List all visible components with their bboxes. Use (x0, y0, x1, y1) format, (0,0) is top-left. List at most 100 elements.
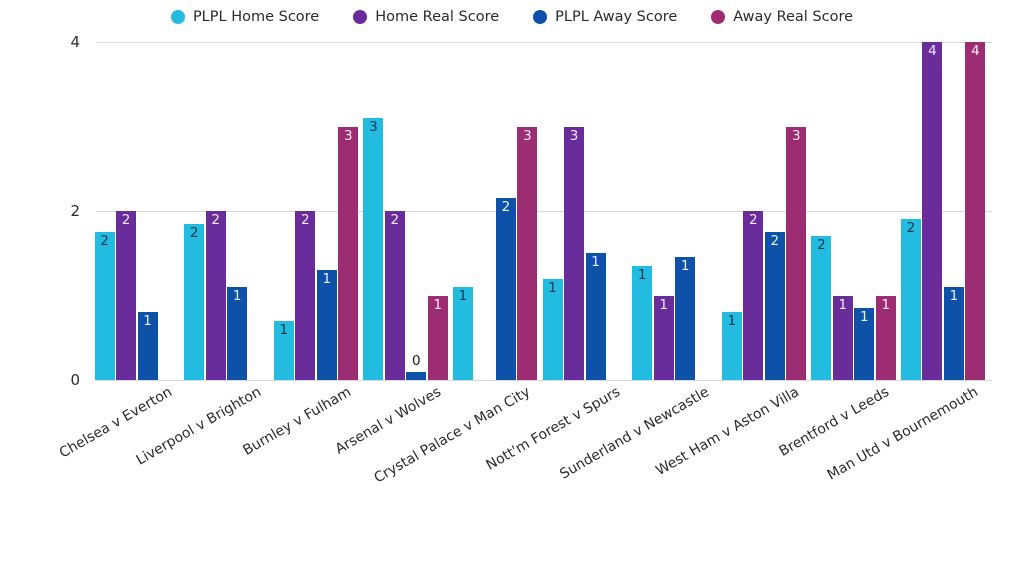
bar-value-label: 2 (906, 220, 916, 237)
bar[interactable]: 2 (94, 232, 115, 380)
bar-value-label: 1 (322, 271, 332, 288)
bar[interactable]: 1 (721, 312, 742, 380)
bar[interactable]: 2 (743, 211, 764, 380)
bar[interactable]: 1 (675, 257, 696, 380)
y-axis: 0 2 4 (0, 33, 96, 389)
y-tick-label: 0 (70, 371, 80, 389)
x-tick-label: Sunderland v Newcastle (557, 384, 713, 483)
bar[interactable]: 2 (811, 236, 832, 380)
circle-marker-icon (533, 10, 548, 24)
bar[interactable]: 1 (653, 295, 674, 380)
bar[interactable]: 4 (922, 42, 943, 380)
bar-value-label: 2 (300, 212, 310, 228)
bar-value-label: 1 (860, 309, 869, 326)
bar-value-label: 1 (458, 288, 468, 305)
bar-value-label: 1 (591, 254, 600, 271)
x-tick-label: Crystal Palace v Man City (371, 384, 534, 487)
legend-label: PLPL Away Score (555, 9, 678, 25)
bar[interactable]: 1 (316, 270, 337, 380)
bar[interactable]: 1 (875, 295, 896, 380)
gridline (96, 211, 992, 212)
bar-value-label: 2 (211, 212, 220, 228)
x-axis-labels: Chelsea v Everton Liverpool v Brighton Bur… (57, 384, 992, 574)
bar[interactable]: 2 (764, 232, 785, 380)
bar[interactable]: 4 (965, 42, 986, 380)
bar-value-label: 3 (523, 127, 532, 144)
bar[interactable]: 3 (786, 126, 807, 380)
bar-value-label: 4 (928, 43, 937, 59)
legend-item-3[interactable]: Away Real Score (711, 9, 853, 25)
y-tick-label: 4 (70, 33, 80, 51)
bar[interactable]: 3 (564, 126, 585, 380)
bar-value-label: 2 (817, 237, 826, 254)
bar[interactable]: 1 (227, 287, 248, 380)
bar-value-label: 1 (433, 296, 443, 313)
bar-group: 1 2 3 (452, 42, 544, 380)
gridline (96, 42, 992, 43)
bar[interactable]: 1 (632, 265, 653, 380)
bar[interactable]: 2 (184, 223, 205, 380)
x-tick-label: Man Utd v Bournemouth (824, 384, 982, 484)
legend-label: Home Real Score (375, 9, 500, 25)
bar[interactable]: 3 (363, 118, 384, 380)
bar-value-label: 4 (971, 43, 980, 59)
circle-marker-icon (170, 10, 185, 24)
bar[interactable]: 3 (338, 126, 359, 380)
bar-value-label: 3 (369, 119, 378, 136)
y-tick-label: 2 (70, 202, 80, 220)
bar[interactable]: 3 (517, 126, 538, 380)
bar-group: 1 3 1 (542, 42, 634, 380)
bar-value-label: 3 (343, 127, 353, 144)
bar[interactable]: 2 (384, 211, 405, 380)
bar[interactable]: 1 (943, 287, 964, 380)
bar-value-label: 1 (659, 296, 668, 313)
bar[interactable]: 1 (854, 308, 875, 380)
bar[interactable]: 0 (406, 354, 427, 380)
bar-value-label: 2 (501, 199, 511, 216)
bar[interactable]: 2 (495, 198, 516, 380)
bar-group: 2 4 1 4 (900, 42, 992, 380)
bar-value-label: 1 (680, 258, 690, 275)
bar-group: 3 2 0 1 (363, 42, 455, 380)
bar-value-label: 1 (881, 296, 891, 313)
bar[interactable]: 1 (427, 295, 448, 380)
bar-group: 1 2 1 3 (273, 42, 365, 380)
bar-value-label: 1 (637, 266, 647, 283)
legend-item-2[interactable]: PLPL Away Score (533, 9, 677, 25)
bar[interactable]: 2 (205, 211, 226, 380)
x-tick-label: West Ham v Aston Villa (653, 384, 802, 480)
bar-value-label: 2 (390, 212, 400, 228)
bar[interactable]: 2 (900, 219, 921, 380)
bar[interactable]: 1 (273, 320, 294, 380)
bar-value-label: 3 (791, 127, 801, 144)
bar-value-label: 3 (569, 127, 579, 144)
circle-marker-icon (711, 10, 726, 24)
bar-value-label: 1 (727, 313, 737, 330)
bar-value-label: 2 (189, 224, 199, 241)
bar[interactable]: 2 (116, 211, 137, 380)
bar[interactable]: 1 (832, 295, 853, 380)
legend-item-1[interactable]: Home Real Score (353, 9, 499, 25)
bar-value-label: 1 (949, 288, 959, 305)
bar-value-label: 1 (279, 321, 289, 338)
bar[interactable]: 1 (542, 278, 563, 380)
circle-marker-icon (353, 10, 368, 24)
bar-value-label: 2 (100, 233, 109, 250)
x-axis-line (96, 380, 992, 381)
bar[interactable]: 1 (585, 253, 606, 380)
bar[interactable]: 2 (295, 211, 316, 380)
chart-legend: PLPL Home Score Home Real Score PLPL Away … (0, 4, 1024, 30)
bar[interactable]: 1 (137, 312, 158, 380)
bar-value-label: 2 (748, 212, 758, 228)
legend-item-0[interactable]: PLPL Home Score (170, 9, 320, 25)
bar-value-label: 1 (143, 313, 152, 330)
legend-label: PLPL Home Score (192, 9, 320, 25)
bar-value-label: 1 (838, 296, 848, 313)
bar-value-label: 2 (121, 212, 131, 228)
bar[interactable]: 1 (452, 287, 473, 380)
